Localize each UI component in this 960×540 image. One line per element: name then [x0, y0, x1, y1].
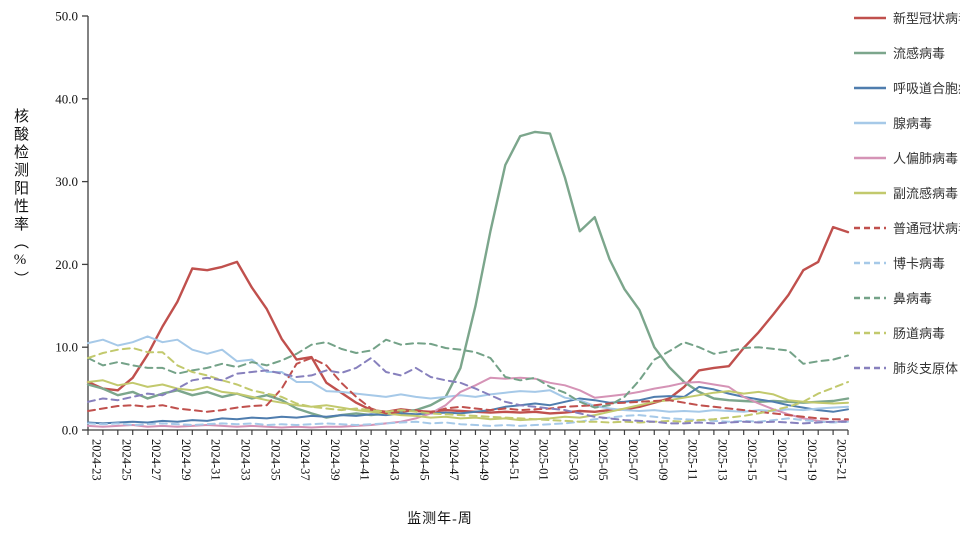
- series-line-新型冠状病毒: [86, 225, 850, 415]
- x-tick-label: 2024-31: [209, 439, 223, 481]
- series-line-肠道病毒: [87, 347, 849, 424]
- legend-line-swatch: [854, 16, 886, 19]
- y-tick-label: 40.0: [55, 91, 78, 106]
- legend-item: 流感病毒: [853, 35, 960, 70]
- x-tick-label: 2024-23: [90, 439, 104, 481]
- x-tick-label: 2024-47: [447, 439, 461, 481]
- x-tick-label: 2025-21: [835, 439, 849, 481]
- x-tick-label: 2025-01: [537, 439, 551, 481]
- x-tick-label: 2024-35: [268, 439, 282, 481]
- y-tick-label: 50.0: [55, 9, 78, 24]
- legend-item: 腺病毒: [853, 105, 960, 140]
- legend: 新型冠状病毒流感病毒呼吸道合胞病毒腺病毒人偏肺病毒副流感病毒普通冠状病毒博卡病毒…: [853, 0, 960, 385]
- x-tick-label: 2024-33: [239, 439, 253, 481]
- legend-item: 博卡病毒: [853, 245, 960, 280]
- x-tick-label: 2024-25: [119, 439, 133, 481]
- legend-item: 鼻病毒: [853, 280, 960, 315]
- legend-item: 新型冠状病毒: [853, 0, 960, 35]
- x-tick-label: 2025-07: [626, 439, 640, 481]
- x-tick-label: 2024-39: [328, 439, 342, 481]
- x-tick-label: 2024-51: [507, 439, 521, 481]
- legend-label: 腺病毒: [893, 116, 933, 131]
- x-tick-label: 2025-19: [805, 439, 819, 481]
- y-tick-label: 0.0: [62, 423, 78, 438]
- legend-line-swatch: [854, 156, 886, 159]
- x-tick-label: 2025-11: [686, 439, 700, 480]
- x-axis-title: 监测年-周: [407, 512, 473, 527]
- legend-item: 呼吸道合胞病毒: [853, 70, 960, 105]
- series-line-人偏肺病毒: [87, 376, 849, 429]
- x-tick-label: 2025-05: [596, 439, 610, 481]
- x-tick-label: 2025-17: [775, 439, 789, 481]
- x-tick-label: 2024-41: [358, 439, 372, 481]
- series-line-副流感病毒: [87, 379, 849, 422]
- series-line-博卡病毒: [87, 414, 849, 427]
- legend-label: 流感病毒: [893, 46, 946, 61]
- x-tick-label: 2025-15: [745, 439, 759, 481]
- legend-line-swatch: [854, 191, 886, 194]
- legend-line-swatch: [854, 121, 886, 124]
- y-tick-label: 30.0: [55, 174, 78, 189]
- legend-line-swatch: [854, 331, 886, 334]
- legend-label: 肺炎支原体: [893, 361, 959, 376]
- legend-item: 普通冠状病毒: [853, 210, 960, 245]
- legend-line-swatch: [854, 366, 886, 369]
- legend-item: 肠道病毒: [853, 315, 960, 350]
- legend-label: 副流感病毒: [893, 186, 959, 201]
- series-line-普通冠状病毒: [87, 357, 849, 421]
- x-tick-label: 2025-13: [715, 439, 729, 481]
- series-line-流感病毒: [86, 130, 850, 419]
- y-tick-label: 20.0: [55, 257, 78, 272]
- legend-line-swatch: [854, 296, 886, 299]
- legend-label: 普通冠状病毒: [893, 221, 960, 236]
- x-tick-label: 2025-03: [566, 439, 580, 481]
- legend-line-swatch: [854, 261, 886, 264]
- legend-label: 呼吸道合胞病毒: [893, 81, 960, 96]
- y-tick-label: 10.0: [55, 340, 78, 355]
- x-tick-label: 2024-29: [179, 439, 193, 481]
- legend-line-swatch: [854, 51, 886, 54]
- series-line-肺炎支原体: [87, 357, 849, 425]
- legend-line-swatch: [854, 86, 886, 89]
- y-axis-title: 核酸检测阳性率（%）: [12, 108, 28, 289]
- legend-label: 博卡病毒: [893, 256, 946, 271]
- x-tick-label: 2024-27: [149, 439, 163, 481]
- legend-label: 肠道病毒: [893, 326, 946, 341]
- x-tick-label: 2024-49: [477, 439, 491, 481]
- series-line-腺病毒: [87, 335, 849, 413]
- x-tick-label: 2024-37: [298, 439, 312, 481]
- legend-item: 肺炎支原体: [853, 350, 960, 385]
- series-line-鼻病毒: [87, 338, 849, 409]
- legend-label: 新型冠状病毒: [893, 11, 960, 26]
- legend-item: 人偏肺病毒: [853, 140, 960, 175]
- x-tick-label: 2024-43: [388, 439, 402, 481]
- legend-label: 人偏肺病毒: [893, 151, 959, 166]
- x-tick-label: 2025-09: [656, 439, 670, 481]
- legend-line-swatch: [854, 226, 886, 229]
- legend-label: 鼻病毒: [893, 291, 933, 306]
- legend-item: 副流感病毒: [853, 175, 960, 210]
- x-tick-label: 2024-45: [417, 439, 431, 481]
